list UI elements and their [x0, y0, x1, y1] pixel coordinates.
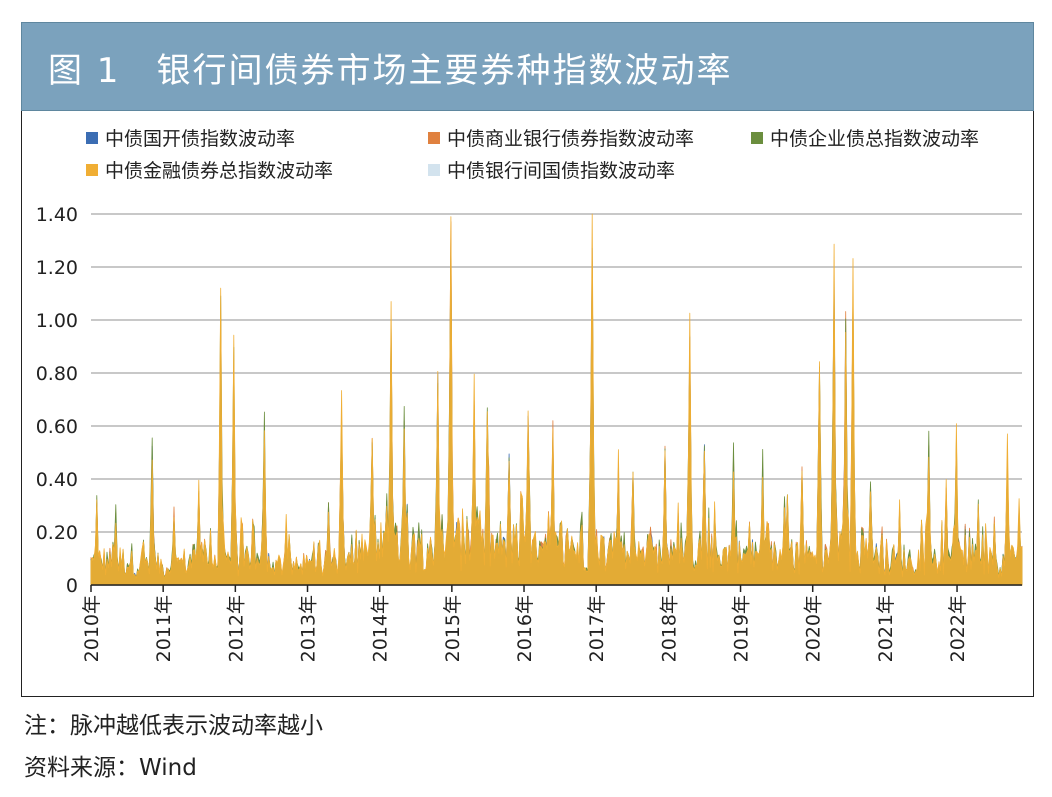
legend-item: 中债国开债指数波动率	[86, 128, 295, 150]
legend-item: 中债企业债总指数波动率	[751, 128, 979, 150]
x-tick-label: 2017年	[586, 595, 608, 662]
series-area-2	[90, 221, 1023, 586]
legend-label: 中债企业债总指数波动率	[770, 128, 979, 150]
x-tick-label: 2021年	[875, 595, 897, 662]
chart-source: 资料来源：Wind	[24, 755, 197, 781]
x-tick-label: 2012年	[225, 595, 247, 662]
figure-title-bar: 图 1 银行间债券市场主要券种指数波动率	[21, 22, 1034, 111]
legend-swatch	[86, 132, 98, 144]
y-tick-label: 1.20	[36, 257, 78, 279]
x-tick-label: 2014年	[370, 595, 392, 662]
x-tick-label: 2019年	[731, 595, 753, 662]
figure-title: 图 1 银行间债券市场主要券种指数波动率	[48, 51, 733, 91]
x-tick-label: 2020年	[803, 595, 825, 662]
x-tick-label: 2010年	[81, 595, 103, 662]
legend-item: 中债金融债券总指数波动率	[86, 160, 333, 182]
legend-swatch	[751, 132, 763, 144]
y-tick-label: 0.40	[36, 469, 78, 491]
y-tick-label: 0.20	[36, 522, 78, 544]
x-tick-label: 2016年	[514, 595, 536, 662]
legend-label: 中债商业银行债券指数波动率	[447, 128, 694, 150]
legend-label: 中债银行间国债指数波动率	[447, 160, 675, 182]
legend-swatch	[428, 132, 440, 144]
volatility-chart: 中债国开债指数波动率 中债商业银行债券指数波动率 中债企业债总指数波动率中债金融债券…	[36, 128, 1023, 662]
legend-label: 中债金融债券总指数波动率	[105, 160, 333, 182]
x-tick-label: 2013年	[298, 595, 320, 662]
x-tick-label: 2022年	[947, 595, 969, 662]
legend-swatch	[428, 164, 440, 176]
legend-swatch	[86, 164, 98, 176]
chart-frame: 中债国开债指数波动率 中债商业银行债券指数波动率 中债企业债总指数波动率中债金融债券…	[21, 111, 1034, 697]
y-tick-label: 0.60	[36, 416, 78, 438]
y-tick-label: 0	[66, 575, 78, 597]
series-area-4	[90, 213, 1023, 586]
x-tick-label: 2018年	[658, 595, 680, 662]
y-tick-label: 1.00	[36, 310, 78, 332]
x-tick-label: 2011年	[153, 595, 175, 662]
legend-item: 中债商业银行债券指数波动率	[428, 128, 694, 150]
chart-note: 注：脉冲越低表示波动率越小	[24, 713, 323, 739]
legend-label: 中债国开债指数波动率	[105, 128, 295, 150]
x-tick-label: 2015年	[442, 595, 464, 662]
y-tick-label: 1.40	[36, 204, 78, 226]
y-tick-label: 0.80	[36, 363, 78, 385]
legend-item: 中债银行间国债指数波动率	[428, 160, 675, 182]
